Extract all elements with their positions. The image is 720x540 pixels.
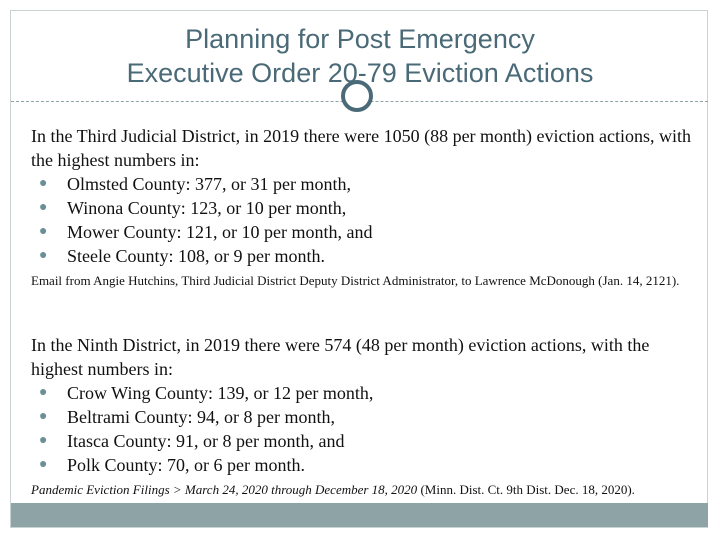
list-item: ● Crow Wing County: 139, or 12 per month,	[39, 381, 691, 405]
county-text: Winona County: 123, or 10 per month,	[67, 198, 347, 218]
county-text: Steele County: 108, or 9 per month.	[67, 246, 325, 266]
list-item: ● Mower County: 121, or 10 per month, and	[39, 220, 691, 244]
divider-circle-ornament	[341, 80, 373, 112]
bullet-icon: ●	[39, 200, 48, 215]
list-item: ● Itasca County: 91, or 8 per month, and	[39, 429, 691, 453]
ninth-district-county-list: ● Crow Wing County: 139, or 12 per month,…	[31, 381, 691, 477]
third-district-intro: In the Third Judicial District, in 2019 …	[31, 126, 692, 170]
bullet-icon: ●	[39, 248, 48, 263]
county-text: Mower County: 121, or 10 per month, and	[67, 222, 373, 242]
county-text: Beltrami County: 94, or 8 per month,	[67, 407, 335, 427]
bullet-icon: ●	[39, 224, 48, 239]
bullet-icon: ●	[39, 385, 48, 400]
bullet-icon: ●	[39, 409, 48, 424]
slide-frame	[10, 10, 708, 528]
section-spacer	[31, 289, 691, 333]
list-item: ● Beltrami County: 94, or 8 per month,	[39, 405, 691, 429]
bullet-icon: ●	[39, 457, 48, 472]
ninth-district-intro: In the Ninth District, in 2019 there wer…	[31, 335, 650, 379]
source-title: Pandemic Eviction Filings > March 24, 20…	[31, 482, 418, 497]
bullet-icon: ●	[39, 176, 48, 191]
county-text: Polk County: 70, or 6 per month.	[67, 455, 305, 475]
county-text: Crow Wing County: 139, or 12 per month,	[67, 383, 374, 403]
title-line-1: Planning for Post Emergency	[185, 24, 535, 54]
list-item: ● Polk County: 70, or 6 per month.	[39, 453, 691, 477]
county-text: Itasca County: 91, or 8 per month, and	[67, 431, 345, 451]
footer-bar	[11, 503, 708, 527]
third-district-source: Email from Angie Hutchins, Third Judicia…	[31, 273, 680, 288]
list-item: ● Steele County: 108, or 9 per month.	[39, 244, 691, 268]
third-district-county-list: ● Olmsted County: 377, or 31 per month, ●…	[31, 172, 691, 268]
slide-body: In the Third Judicial District, in 2019 …	[31, 124, 691, 498]
county-text: Olmsted County: 377, or 31 per month,	[67, 174, 351, 194]
source-citation: (Minn. Dist. Ct. 9th Dist. Dec. 18, 2020…	[417, 482, 635, 497]
list-item: ● Winona County: 123, or 10 per month,	[39, 196, 691, 220]
list-item: ● Olmsted County: 377, or 31 per month,	[39, 172, 691, 196]
bullet-icon: ●	[39, 433, 48, 448]
ninth-district-source: Pandemic Eviction Filings > March 24, 20…	[31, 481, 691, 498]
